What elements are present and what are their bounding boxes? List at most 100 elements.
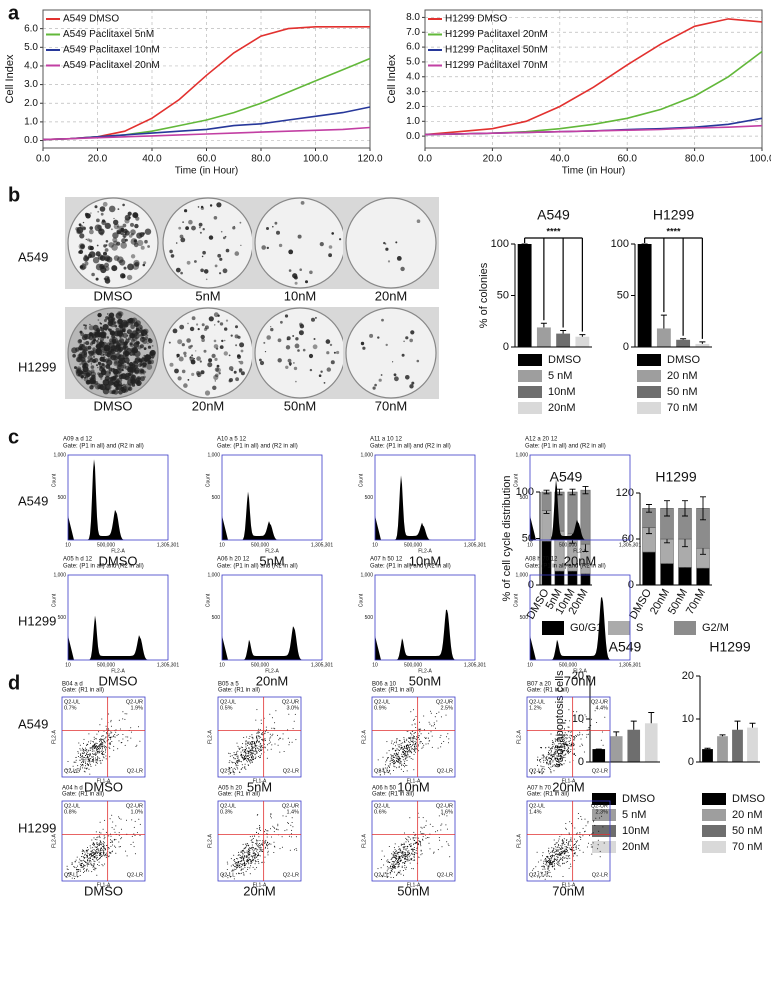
colony [82, 370, 87, 375]
event-dot [254, 853, 256, 854]
event-dot [260, 829, 262, 831]
event-dot [400, 747, 402, 749]
colony [82, 263, 84, 265]
event-dot [552, 759, 554, 761]
event-dot [440, 734, 442, 736]
colony [108, 242, 114, 248]
event-dot [386, 759, 388, 761]
event-dot [264, 847, 266, 849]
event-dot [382, 767, 384, 769]
event-dot [396, 857, 398, 859]
event-dot [108, 736, 110, 738]
legend-label: G0/G1 [570, 622, 602, 634]
colony [104, 248, 109, 252]
gate-label: Gate: (R1 in all) [218, 792, 260, 798]
event-dot [252, 747, 253, 749]
event-dot [277, 823, 279, 825]
event-dot [548, 767, 550, 768]
colony [104, 222, 111, 229]
event-dot [99, 757, 101, 759]
event-dot [564, 846, 566, 848]
event-dot [278, 739, 280, 741]
event-dot [556, 763, 558, 765]
colony [135, 340, 140, 345]
event-dot [132, 841, 134, 843]
event-dot [436, 720, 438, 722]
event-dot [113, 839, 115, 841]
colony [175, 267, 181, 273]
event-dot [104, 848, 106, 850]
colony [81, 360, 87, 366]
event-dot [413, 737, 415, 739]
error-bar [648, 712, 655, 724]
event-dot [126, 855, 128, 857]
event-dot [76, 870, 78, 872]
event-dot [248, 748, 250, 749]
event-dot [424, 736, 426, 738]
event-dot [242, 749, 244, 751]
event-dot [251, 748, 253, 750]
event-dot [552, 861, 554, 863]
event-dot [382, 769, 384, 771]
event-dot [590, 846, 592, 848]
colony [112, 318, 114, 321]
event-dot [377, 868, 379, 870]
event-dot [552, 745, 554, 747]
event-dot [101, 735, 103, 737]
event-dot [420, 831, 422, 833]
colony [213, 216, 218, 220]
event-dot [392, 865, 394, 867]
event-dot [292, 826, 294, 828]
x-axis-label: FL1-A [253, 778, 267, 784]
colony [89, 350, 95, 355]
event-dot [579, 832, 581, 833]
event-dot [567, 844, 569, 846]
event-dot [89, 845, 91, 847]
event-dot [545, 872, 547, 874]
colony [178, 356, 184, 362]
event-dot [585, 825, 587, 827]
event-dot [409, 749, 411, 751]
event-dot [384, 773, 386, 775]
event-dot [260, 844, 262, 845]
event-dot [273, 727, 275, 729]
event-dot [82, 763, 84, 765]
event-dot [420, 845, 422, 847]
event-dot [562, 756, 564, 758]
colony [405, 336, 409, 340]
x-axis-label: FL1-A [97, 778, 111, 784]
histogram [530, 597, 630, 660]
event-dot [582, 835, 584, 837]
colony [139, 336, 146, 343]
event-dot [101, 752, 103, 754]
event-dot [96, 746, 98, 748]
event-dot [251, 846, 253, 848]
colony [409, 384, 414, 389]
event-dot [126, 819, 127, 821]
event-dot [78, 861, 80, 863]
event-dot [406, 750, 408, 752]
x-tick-label: 0.0 [418, 154, 432, 165]
legend-label: 50 nM [732, 825, 763, 837]
colony [121, 368, 124, 372]
legend-swatch [637, 386, 661, 398]
event-dot [413, 844, 415, 846]
event-dot [558, 764, 559, 765]
event-dot [414, 723, 416, 725]
colony [117, 208, 120, 211]
legend-label: DMSO [732, 793, 765, 805]
event-dot [110, 719, 112, 721]
y-tick-label: 0 [623, 341, 629, 353]
y-tick-label: 1,000 [515, 452, 528, 458]
event-dot [558, 864, 560, 866]
event-dot [243, 850, 245, 852]
gate-label: Gate: (R1 in all) [372, 688, 414, 694]
event-dot [558, 849, 560, 851]
event-dot [262, 850, 264, 852]
event-dot [421, 853, 423, 855]
legend-label: 20 nM [667, 370, 698, 382]
event-dot [270, 814, 272, 815]
event-dot [260, 849, 262, 851]
event-dot [121, 742, 123, 743]
event-dot [105, 746, 107, 748]
